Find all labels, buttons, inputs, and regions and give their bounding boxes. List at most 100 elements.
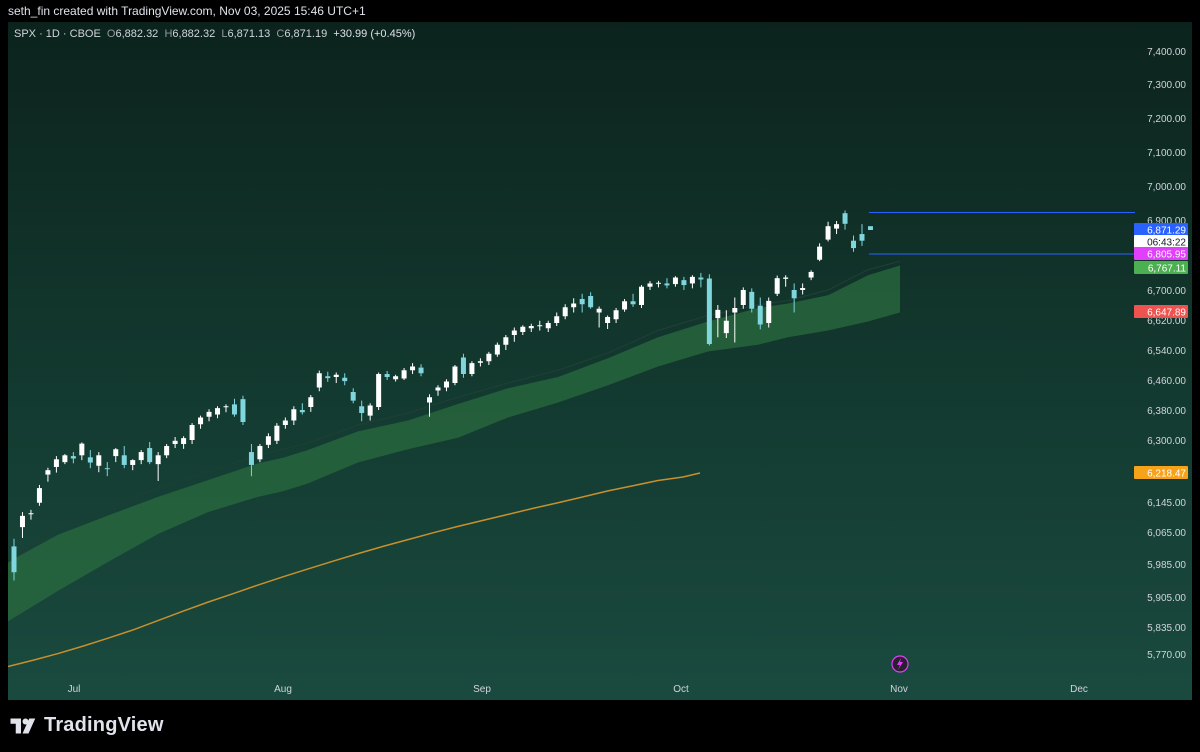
candle-body[interactable] — [469, 363, 475, 374]
candle-body[interactable] — [265, 436, 271, 445]
candle-body[interactable] — [36, 488, 42, 503]
candle-body[interactable] — [138, 452, 144, 461]
candle-body[interactable] — [418, 367, 424, 374]
candle-body[interactable] — [630, 301, 636, 305]
candle-body[interactable] — [53, 459, 59, 467]
candle-body[interactable] — [554, 316, 560, 323]
candle-body[interactable] — [384, 374, 390, 377]
candle-body[interactable] — [198, 417, 204, 425]
candle-body[interactable] — [859, 234, 865, 241]
candle-body[interactable] — [11, 546, 17, 573]
candle-body[interactable] — [359, 406, 365, 413]
candle-body[interactable] — [342, 377, 348, 382]
candle-body[interactable] — [240, 399, 246, 422]
candle-body[interactable] — [248, 452, 254, 465]
candle-body[interactable] — [274, 425, 280, 441]
candle-body[interactable] — [647, 283, 653, 287]
candle-body[interactable] — [350, 392, 356, 401]
candle-body[interactable] — [28, 513, 34, 515]
tradingview-logo[interactable]: TradingView — [10, 714, 164, 737]
candle-body[interactable] — [189, 425, 195, 440]
candle-body[interactable] — [427, 397, 433, 403]
candle-body[interactable] — [571, 303, 577, 308]
candle-body[interactable] — [19, 515, 25, 528]
candle-body[interactable] — [172, 440, 178, 445]
candle-body[interactable] — [588, 296, 594, 308]
candle-body[interactable] — [528, 326, 534, 329]
candle-body[interactable] — [698, 277, 704, 280]
candle-body[interactable] — [766, 300, 772, 323]
candle-body[interactable] — [291, 409, 297, 421]
candle-body[interactable] — [223, 406, 229, 408]
candle-body[interactable] — [825, 226, 831, 240]
candle-body[interactable] — [562, 307, 568, 317]
candle-body[interactable] — [181, 438, 187, 445]
candle-body[interactable] — [740, 290, 746, 305]
candle-body[interactable] — [749, 291, 755, 309]
candle-body[interactable] — [757, 305, 763, 325]
candle-body[interactable] — [834, 224, 840, 229]
candle-body[interactable] — [215, 408, 221, 415]
candle-body[interactable] — [62, 455, 68, 463]
candle-body[interactable] — [147, 448, 153, 463]
candle-body[interactable] — [774, 278, 780, 294]
candle-body[interactable] — [257, 446, 263, 460]
candle-body[interactable] — [155, 455, 161, 465]
candle-body[interactable] — [706, 278, 712, 344]
candle-body[interactable] — [494, 344, 500, 355]
candle-body[interactable] — [104, 468, 110, 470]
candle-body[interactable] — [655, 282, 661, 284]
candle-body[interactable] — [308, 397, 314, 407]
candle-body[interactable] — [164, 446, 170, 456]
candle-body[interactable] — [622, 301, 628, 310]
candle-body[interactable] — [435, 387, 441, 391]
candle-body[interactable] — [231, 404, 237, 415]
chart-panel[interactable]: 7,400.00 7,300.00 7,200.00 7,100.00 7,000.00… — [8, 22, 1192, 700]
candle-body[interactable] — [842, 213, 848, 224]
candle-body[interactable] — [460, 357, 466, 375]
candle-body[interactable] — [316, 373, 322, 388]
candle-body[interactable] — [783, 277, 789, 279]
candle-body[interactable] — [537, 325, 543, 327]
candle-body[interactable] — [410, 366, 416, 371]
candle-body[interactable] — [817, 246, 823, 260]
candle-body[interactable] — [605, 317, 611, 323]
candle-body[interactable] — [520, 326, 526, 332]
candle-body[interactable] — [79, 443, 85, 456]
candle-body[interactable] — [511, 330, 517, 336]
candle-body[interactable] — [70, 456, 76, 459]
candle-body[interactable] — [613, 310, 619, 320]
candle-body[interactable] — [45, 470, 51, 475]
candle-body[interactable] — [800, 288, 806, 290]
candle-body[interactable] — [299, 410, 305, 413]
candle-body[interactable] — [715, 309, 721, 319]
candle-body[interactable] — [282, 420, 288, 426]
candle-body[interactable] — [664, 283, 670, 286]
price-chart[interactable]: 7,400.00 7,300.00 7,200.00 7,100.00 7,000.00… — [8, 22, 1192, 700]
candle-body[interactable] — [477, 361, 483, 363]
candle-body[interactable] — [96, 455, 102, 466]
candle-body[interactable] — [87, 457, 93, 463]
candle-body[interactable] — [851, 240, 857, 249]
candle-body[interactable] — [333, 374, 339, 377]
candle-body[interactable] — [367, 405, 373, 416]
candle-body[interactable] — [486, 353, 492, 362]
candle-body[interactable] — [681, 280, 687, 286]
candle-body[interactable] — [596, 308, 602, 313]
candle-body[interactable] — [206, 411, 212, 417]
candle-body[interactable] — [867, 226, 873, 230]
candle-body[interactable] — [791, 290, 797, 299]
candle-body[interactable] — [689, 276, 695, 284]
candle-body[interactable] — [808, 271, 814, 278]
candle-body[interactable] — [723, 320, 729, 334]
candle-body[interactable] — [503, 337, 509, 345]
candle-body[interactable] — [325, 376, 331, 379]
candle-body[interactable] — [401, 370, 407, 379]
candle-body[interactable] — [732, 308, 738, 313]
candle-body[interactable] — [443, 381, 449, 388]
candle-body[interactable] — [579, 299, 585, 305]
candle-body[interactable] — [121, 455, 127, 465]
candle-body[interactable] — [393, 376, 399, 380]
candle-body[interactable] — [545, 323, 551, 329]
candle-body[interactable] — [113, 449, 119, 457]
